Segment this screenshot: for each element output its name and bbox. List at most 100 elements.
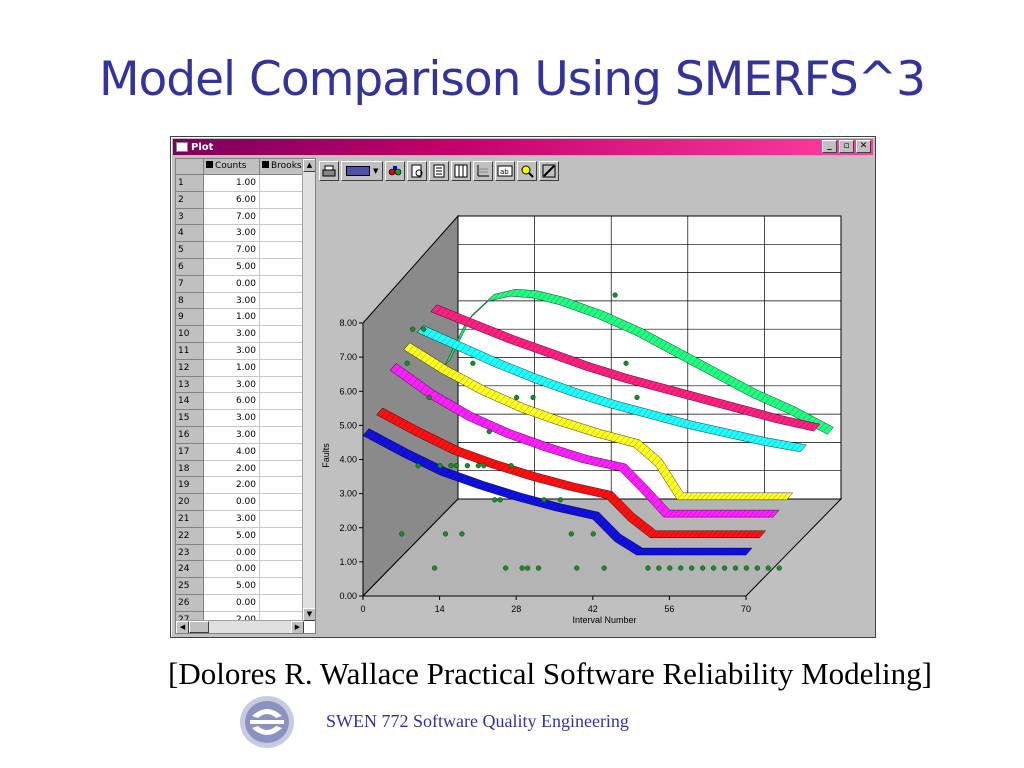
brooks-cell[interactable] (260, 410, 304, 427)
counts-cell[interactable]: 3.00 (204, 225, 260, 243)
grid-horizontal-scrollbar[interactable]: ◀ ▶ (176, 620, 304, 633)
row-number[interactable]: 2 (176, 191, 204, 209)
table-row[interactable]: 6 5.00 (176, 259, 304, 276)
brooks-cell[interactable] (260, 242, 304, 259)
brooks-cell[interactable] (260, 276, 304, 293)
brooks-cell[interactable] (260, 209, 304, 226)
counts-cell[interactable]: 0.00 (204, 494, 260, 511)
row-number[interactable]: 11 (176, 343, 204, 360)
table-row[interactable]: 4 3.00 (176, 225, 304, 243)
counts-cell[interactable]: 6.00 (204, 393, 260, 411)
brooks-cell[interactable] (260, 175, 304, 192)
brooks-cell[interactable] (260, 293, 304, 310)
brooks-cell[interactable] (260, 477, 304, 495)
brooks-cell[interactable] (260, 360, 304, 377)
table-row[interactable]: 23 0.00 (176, 544, 304, 562)
counts-cell[interactable]: 3.00 (204, 343, 260, 360)
table-row[interactable]: 10 3.00 (176, 326, 304, 343)
row-number[interactable]: 17 (176, 443, 204, 461)
table-row[interactable]: 17 4.00 (176, 443, 304, 461)
scroll-thumb[interactable] (189, 621, 209, 633)
table-row[interactable]: 20 0.00 (176, 494, 304, 511)
grid-corner-cell[interactable] (176, 159, 204, 175)
table-row[interactable]: 14 6.00 (176, 393, 304, 411)
maximize-button[interactable]: ▫ (839, 140, 854, 153)
brooks-cell[interactable] (260, 427, 304, 444)
axis-icon[interactable] (473, 161, 493, 181)
palette-icon[interactable] (385, 161, 405, 181)
brooks-cell[interactable] (260, 595, 304, 612)
scroll-right-icon[interactable]: ▶ (291, 621, 304, 633)
minimize-button[interactable]: _ (822, 140, 837, 153)
row-number[interactable]: 13 (176, 376, 204, 394)
brooks-cell[interactable] (260, 528, 304, 545)
brooks-cell[interactable] (260, 461, 304, 478)
row-number[interactable]: 12 (176, 359, 204, 377)
document-icon[interactable] (429, 161, 449, 181)
brooks-cell[interactable] (260, 225, 304, 243)
brooks-cell[interactable] (260, 343, 304, 360)
counts-cell[interactable]: 2.00 (204, 477, 260, 495)
brooks-cell[interactable] (260, 393, 304, 411)
counts-cell[interactable]: 1.00 (204, 175, 260, 192)
brooks-cell[interactable] (260, 494, 304, 511)
brooks-cell[interactable] (260, 259, 304, 276)
table-row[interactable]: 13 3.00 (176, 376, 304, 394)
table-row[interactable]: 12 1.00 (176, 359, 304, 377)
table-row[interactable]: 26 0.00 (176, 595, 304, 612)
table-row[interactable]: 3 7.00 (176, 208, 304, 226)
counts-cell[interactable]: 7.00 (204, 208, 260, 226)
close-button[interactable]: ✕ (856, 140, 871, 153)
counts-cell[interactable]: 3.00 (204, 376, 260, 394)
grid-vertical-scrollbar[interactable]: ▲ ▼ (302, 159, 315, 621)
table-row[interactable]: 22 5.00 (176, 527, 304, 545)
counts-cell[interactable]: 3.00 (204, 410, 260, 427)
brooks-cell[interactable] (260, 578, 304, 595)
tool-icon[interactable] (539, 161, 559, 181)
row-number[interactable]: 23 (176, 544, 204, 562)
counts-cell[interactable]: 3.00 (204, 326, 260, 343)
table-row[interactable]: 7 0.00 (176, 275, 304, 293)
brooks-cell[interactable] (260, 561, 304, 579)
counts-cell[interactable]: 3.00 (204, 511, 260, 528)
counts-cell[interactable]: 3.00 (204, 427, 260, 444)
counts-cell[interactable]: 1.00 (204, 309, 260, 327)
row-number[interactable]: 16 (176, 427, 204, 444)
table-row[interactable]: 21 3.00 (176, 511, 304, 528)
row-number[interactable]: 8 (176, 292, 204, 310)
counts-cell[interactable]: 1.00 (204, 359, 260, 377)
table-row[interactable]: 18 2.00 (176, 460, 304, 478)
color-swatch-icon[interactable]: ▼ (341, 161, 383, 181)
column-header-brooks[interactable]: Brooks (260, 159, 304, 175)
text-label-icon[interactable]: ab (495, 161, 515, 181)
counts-cell[interactable]: 5.00 (204, 259, 260, 276)
scroll-down-icon[interactable]: ▼ (303, 608, 315, 621)
brooks-cell[interactable] (260, 511, 304, 528)
row-number[interactable]: 4 (176, 225, 204, 243)
counts-cell[interactable]: 3.00 (204, 292, 260, 310)
counts-cell[interactable]: 6.00 (204, 191, 260, 209)
data-grid[interactable]: Counts Brooks 1 1.00 2 6.00 3 7.00 4 3.00 5 7.00 6… (175, 158, 316, 634)
brooks-cell[interactable] (260, 377, 304, 394)
counts-cell[interactable]: 0.00 (204, 544, 260, 562)
table-row[interactable]: 2 6.00 (176, 191, 304, 209)
row-number[interactable]: 5 (176, 242, 204, 259)
counts-cell[interactable]: 0.00 (204, 561, 260, 579)
row-number[interactable]: 20 (176, 494, 204, 511)
row-number[interactable]: 15 (176, 410, 204, 427)
printer-icon[interactable] (319, 161, 339, 181)
row-number[interactable]: 22 (176, 527, 204, 545)
scroll-up-icon[interactable]: ▲ (303, 159, 315, 172)
table-row[interactable]: 11 3.00 (176, 343, 304, 360)
row-number[interactable]: 21 (176, 511, 204, 528)
row-number[interactable]: 18 (176, 460, 204, 478)
table-row[interactable]: 16 3.00 (176, 427, 304, 444)
table-row[interactable]: 8 3.00 (176, 292, 304, 310)
brooks-cell[interactable] (260, 309, 304, 327)
table-row[interactable]: 1 1.00 (176, 175, 304, 192)
brooks-cell[interactable] (260, 192, 304, 209)
table-row[interactable]: 15 3.00 (176, 410, 304, 427)
table-row[interactable]: 24 0.00 (176, 561, 304, 579)
row-number[interactable]: 25 (176, 578, 204, 595)
table-row[interactable]: 19 2.00 (176, 477, 304, 495)
